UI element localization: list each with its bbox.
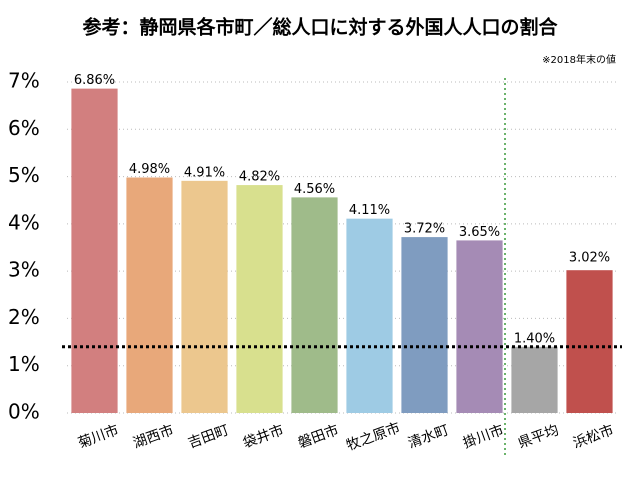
bar <box>346 218 393 413</box>
y-tick-label: 5% <box>8 163 40 187</box>
y-tick-label: 2% <box>8 305 40 329</box>
bar <box>401 237 448 413</box>
bar <box>456 240 503 413</box>
bar <box>71 88 118 414</box>
bar <box>181 180 228 413</box>
value-label: 1.40% <box>514 331 555 346</box>
value-label: 4.82% <box>239 170 280 185</box>
value-label: 6.86% <box>74 73 115 88</box>
y-tick-label: 3% <box>8 258 40 282</box>
value-label: 4.11% <box>349 203 390 218</box>
value-label: 4.91% <box>184 165 225 180</box>
bar <box>126 177 173 413</box>
y-tick-label: 0% <box>8 400 40 424</box>
bar <box>511 346 558 413</box>
value-label: 3.65% <box>459 225 500 240</box>
bar <box>236 185 283 413</box>
bar <box>291 197 338 413</box>
y-tick-label: 4% <box>8 210 40 234</box>
value-label: 4.98% <box>129 162 170 177</box>
y-tick-label: 7% <box>8 69 40 93</box>
chart-title: 参考：静岡県各市町／総人口に対する外国人人口の割合 <box>82 16 558 39</box>
note: ※2018年末の値 <box>542 53 616 66</box>
value-label: 3.02% <box>569 251 610 266</box>
bar <box>566 270 613 413</box>
value-label: 3.72% <box>404 222 445 237</box>
y-tick-label: 6% <box>8 116 40 140</box>
y-tick-label: 1% <box>8 352 40 376</box>
value-label: 4.56% <box>294 182 335 197</box>
